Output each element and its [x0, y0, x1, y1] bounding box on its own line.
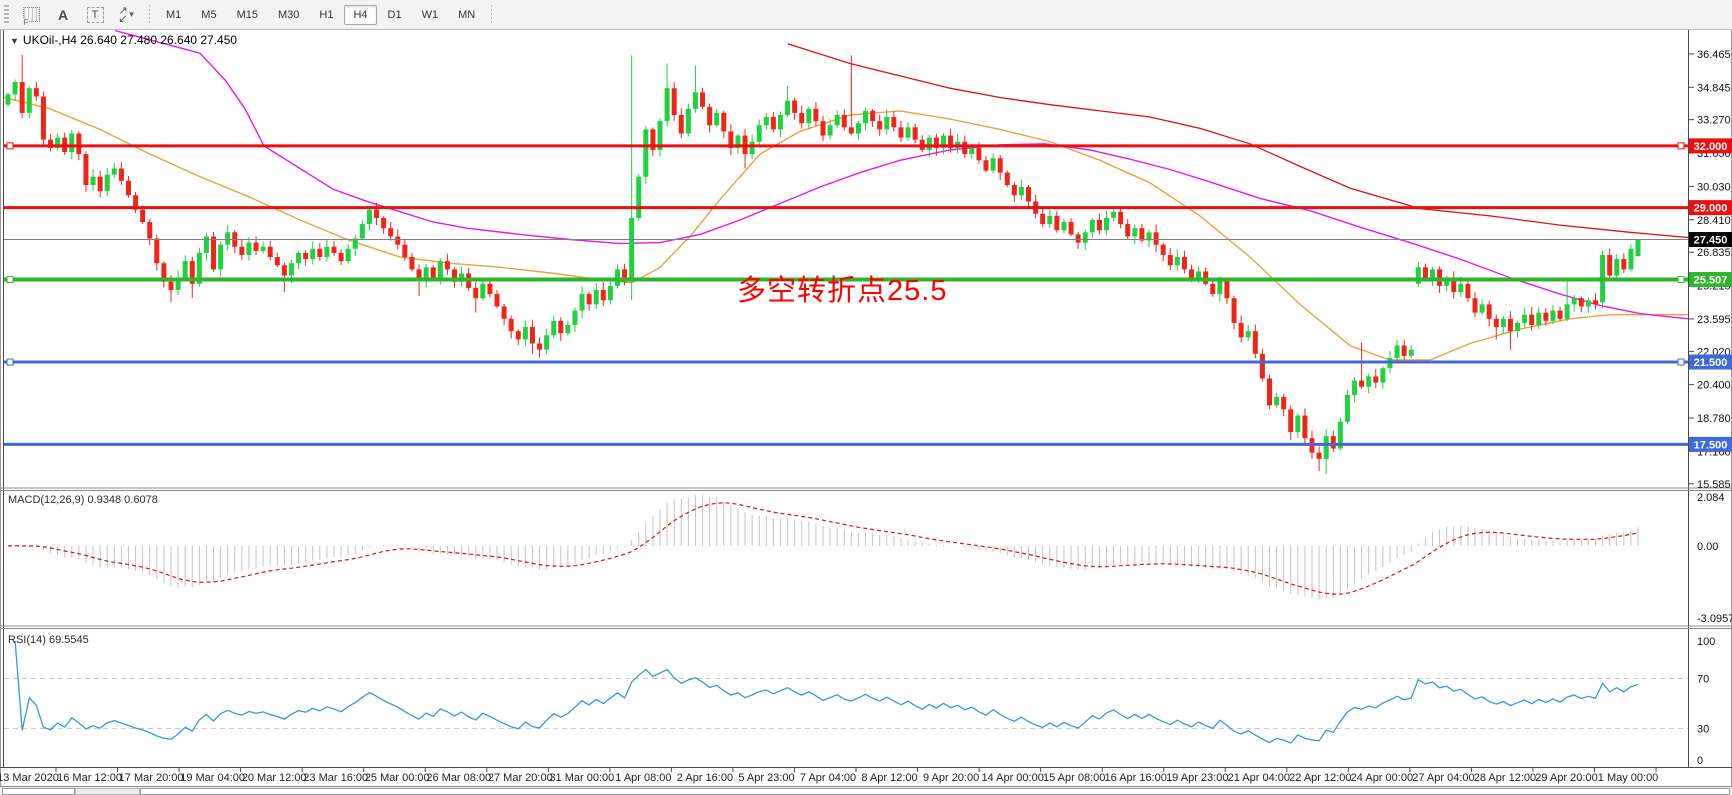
svg-text:70: 70: [1697, 674, 1709, 686]
svg-text:32.000: 32.000: [1694, 141, 1728, 153]
toolbar-separator: [149, 4, 150, 25]
svg-text:20.400: 20.400: [1697, 380, 1731, 392]
candles: [5, 54, 1641, 475]
svg-text:2.084: 2.084: [1697, 492, 1725, 504]
svg-text:13 Mar 2020: 13 Mar 2020: [0, 772, 59, 784]
svg-text:28 Apr 12:00: 28 Apr 12:00: [1474, 772, 1536, 784]
svg-text:21 Apr 04:00: 21 Apr 04:00: [1228, 772, 1290, 784]
toolbar-drag-handle[interactable]: [4, 4, 9, 25]
indicators-icon[interactable]: F: [17, 3, 45, 27]
price-badge-17.500: [1689, 436, 1732, 452]
svg-text:100: 100: [1697, 636, 1715, 648]
svg-text:30: 30: [1697, 724, 1709, 736]
line-handle[interactable]: [6, 142, 14, 150]
svg-text:7 Apr 04:00: 7 Apr 04:00: [800, 772, 856, 784]
price-badge-27.450: [1689, 232, 1732, 248]
svg-text:21.500: 21.500: [1694, 357, 1728, 369]
svg-text:18.780: 18.780: [1697, 413, 1731, 425]
svg-text:26 Mar 08:00: 26 Mar 08:00: [426, 772, 491, 784]
price-badge-25.507: [1689, 272, 1732, 288]
svg-text:24 Apr 00:00: 24 Apr 00:00: [1351, 772, 1413, 784]
svg-text:9 Apr 20:00: 9 Apr 20:00: [923, 772, 979, 784]
toolbar-separator: [491, 4, 493, 25]
arrows-icon[interactable]: ↗ ↙ ▼: [113, 3, 141, 27]
timeframe-button-w1[interactable]: W1: [421, 8, 439, 21]
svg-text:8 Apr 12:00: 8 Apr 12:00: [861, 772, 917, 784]
svg-text:0.00: 0.00: [1697, 541, 1718, 553]
svg-text:2 Apr 16:00: 2 Apr 16:00: [677, 772, 733, 784]
line-handle[interactable]: [1677, 358, 1685, 366]
svg-text:25 Mar 00:00: 25 Mar 00:00: [365, 772, 430, 784]
timeframe-button-h1[interactable]: H1: [319, 8, 334, 21]
svg-text:1 Apr 08:00: 1 Apr 08:00: [615, 772, 671, 784]
svg-text:28.410: 28.410: [1697, 215, 1731, 227]
chevron-down-icon: ▼: [127, 10, 136, 19]
svg-text:0: 0: [1697, 755, 1703, 767]
svg-text:16 Mar 12:00: 16 Mar 12:00: [57, 772, 122, 784]
svg-text:19 Apr 23:00: 19 Apr 23:00: [1166, 772, 1228, 784]
svg-text:20 Mar 12:00: 20 Mar 12:00: [242, 772, 307, 784]
svg-text:22 Apr 12:00: 22 Apr 12:00: [1289, 772, 1351, 784]
svg-text:34.845: 34.845: [1697, 82, 1731, 94]
toolbar: F A T ↗ ↙ ▼ M1 M5 M15 M30 H1 H4 D1 W1 MN: [0, 0, 1732, 30]
macd-pane: [7, 495, 1639, 600]
svg-text:17.500: 17.500: [1694, 439, 1728, 451]
line-handle[interactable]: [6, 276, 14, 284]
svg-text:-3.0957: -3.0957: [1697, 613, 1732, 625]
annotation-text[interactable]: 多空转折点25.5: [737, 275, 948, 307]
svg-text:15.585: 15.585: [1697, 479, 1731, 491]
svg-text:30.030: 30.030: [1697, 181, 1731, 193]
svg-text:23 Mar 16:00: 23 Mar 16:00: [303, 772, 368, 784]
chart-tab-bar: [0, 786, 1732, 795]
timeframe-button-mn[interactable]: MN: [458, 8, 476, 21]
svg-text:26.835: 26.835: [1697, 247, 1731, 259]
svg-text:25.507: 25.507: [1694, 275, 1728, 287]
svg-text:19 Mar 04:00: 19 Mar 04:00: [180, 772, 245, 784]
line-handle[interactable]: [1677, 276, 1685, 284]
collapse-triangle-icon[interactable]: ▼: [10, 36, 19, 46]
svg-text:36.465: 36.465: [1697, 49, 1731, 61]
timeframe-button-m30[interactable]: M30: [277, 8, 300, 21]
svg-text:23.595: 23.595: [1697, 314, 1731, 326]
timeframe-button-h4[interactable]: H4: [344, 4, 377, 25]
text-a-icon[interactable]: A: [57, 6, 69, 23]
svg-text:14 Apr 00:00: 14 Apr 00:00: [981, 772, 1043, 784]
price-badge-21.500: [1689, 354, 1732, 370]
line-handle[interactable]: [1677, 142, 1685, 150]
svg-text:29 Apr 20:00: 29 Apr 20:00: [1535, 772, 1597, 784]
rsi-indicator-label: RSI(14) 69.5545: [8, 634, 89, 646]
price-badge-32.000: [1689, 138, 1732, 154]
svg-text:16 Apr 16:00: 16 Apr 16:00: [1105, 772, 1167, 784]
timeframe-button-m5[interactable]: M5: [201, 8, 217, 21]
svg-text:31 Mar 00:00: 31 Mar 00:00: [549, 772, 614, 784]
svg-text:27 Mar 20:00: 27 Mar 20:00: [488, 772, 553, 784]
rsi-pane: [4, 640, 1688, 744]
macd-indicator-label: MACD(12,26,9) 0.9348 0.6078: [8, 494, 158, 506]
svg-text:17 Mar 20:00: 17 Mar 20:00: [119, 772, 184, 784]
svg-text:33.270: 33.270: [1697, 115, 1731, 127]
svg-text:1 May 00:00: 1 May 00:00: [1598, 772, 1659, 784]
text-label-icon[interactable]: T: [81, 3, 109, 27]
chart-title: ▼ UKOil-,H4 26.640 27.480 26.640 27.450: [10, 33, 238, 47]
main-price-pane: [4, 30, 1688, 475]
svg-text:5 Apr 23:00: 5 Apr 23:00: [738, 772, 794, 784]
line-handle[interactable]: [6, 358, 14, 366]
svg-text:27.450: 27.450: [1694, 235, 1728, 247]
timeframe-button-m1[interactable]: M1: [166, 8, 182, 21]
timeframe-button-d1[interactable]: D1: [387, 8, 402, 21]
svg-text:29.000: 29.000: [1694, 203, 1728, 215]
diagonal-arrows-icon: ↗ ↙: [118, 4, 127, 25]
price-axis[interactable]: 36.46534.84533.27031.65030.03028.41026.8…: [1689, 49, 1732, 767]
svg-text:27 Apr 04:00: 27 Apr 04:00: [1412, 772, 1474, 784]
timeframe-button-m15[interactable]: M15: [236, 8, 258, 21]
price-badge-29.000: [1689, 200, 1732, 216]
svg-text:15 Apr 08:00: 15 Apr 08:00: [1043, 772, 1105, 784]
